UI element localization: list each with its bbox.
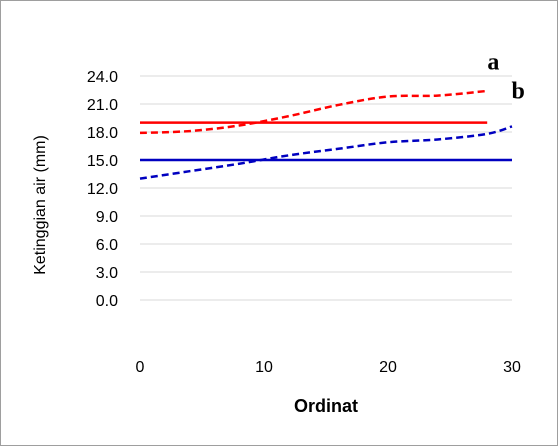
y-tick-label: 24.0 — [87, 69, 118, 86]
y-tick-label: 6.0 — [96, 237, 118, 254]
series-line-1 — [139, 89, 488, 135]
x-tick-labels: 0 10 20 30 — [136, 359, 521, 376]
series-line-3 — [139, 125, 513, 180]
annotations: ab — [487, 49, 524, 104]
y-axis-label: Ketinggian air (mm) — [32, 135, 49, 275]
series-group — [139, 89, 513, 180]
x-tick-label: 0 — [136, 359, 145, 376]
y-tick-label: 0.0 — [96, 293, 118, 310]
y-tick-label: 21.0 — [87, 97, 118, 114]
annotation-label: a — [487, 49, 499, 75]
y-tick-label: 18.0 — [87, 125, 118, 142]
y-tick-labels: 0.0 3.0 6.0 9.0 12.0 15.0 18.0 21.0 24.0 — [87, 69, 118, 310]
y-tick-label: 9.0 — [96, 209, 118, 226]
x-tick-label: 20 — [379, 359, 397, 376]
gridlines — [140, 75, 512, 301]
x-tick-label: 10 — [255, 359, 273, 376]
x-tick-label: 30 — [503, 359, 521, 376]
y-tick-label: 12.0 — [87, 181, 118, 198]
y-tick-label: 15.0 — [87, 153, 118, 170]
y-tick-label: 3.0 — [96, 265, 118, 282]
annotation-label: b — [512, 78, 525, 104]
x-axis-label: Ordinat — [294, 396, 358, 416]
